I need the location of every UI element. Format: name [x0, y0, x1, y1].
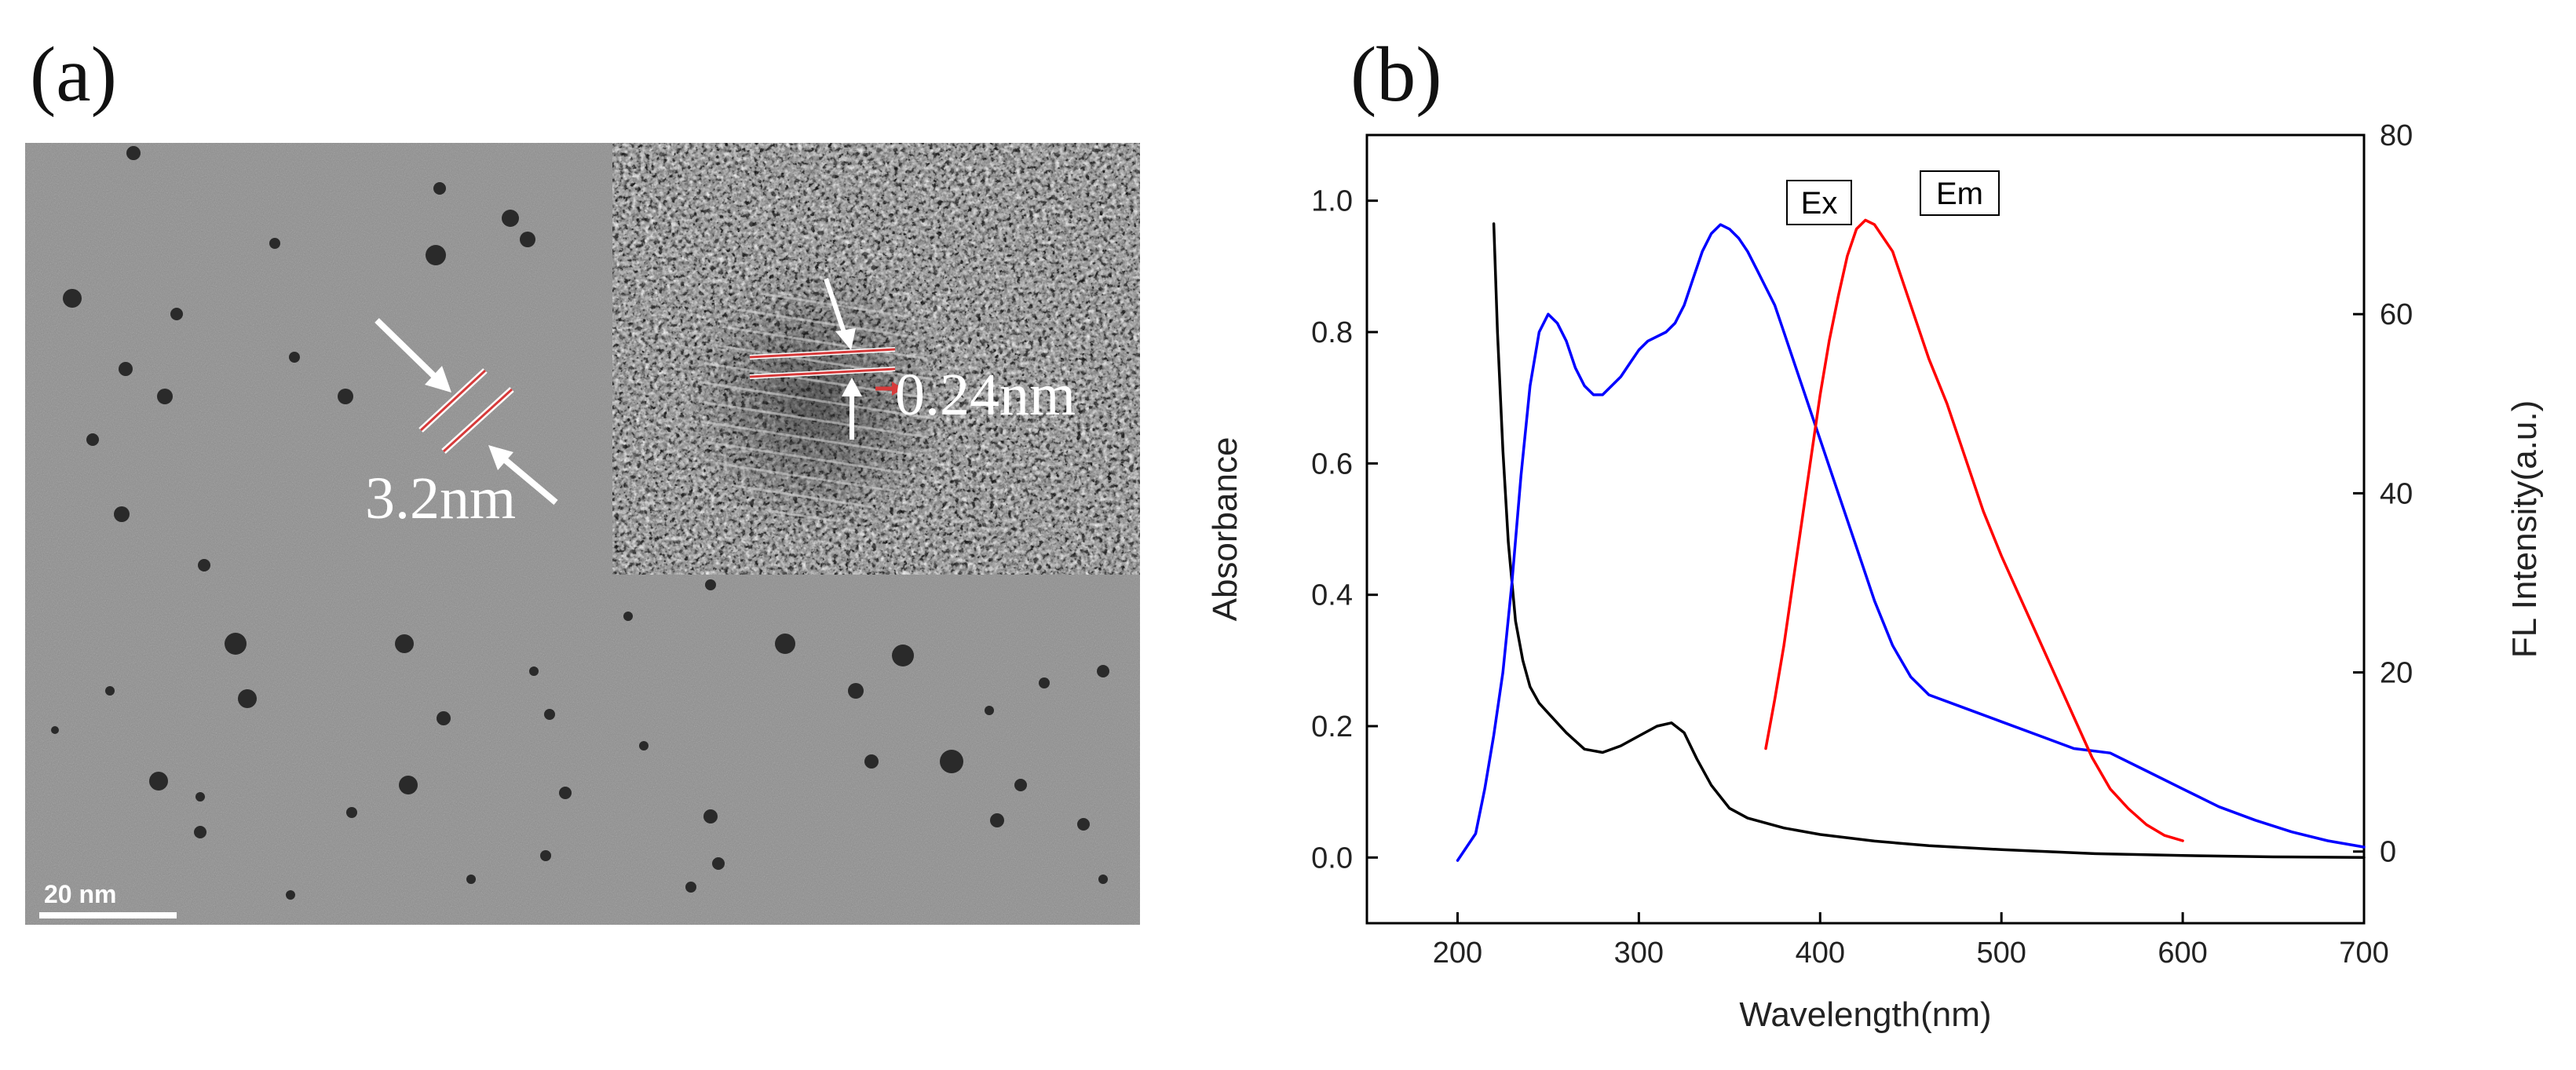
em-annotation-box [1920, 170, 2000, 216]
series-line-em [1764, 218, 2184, 842]
y-axis-title: Absorbance [1206, 437, 1244, 622]
plot-frame [1365, 133, 2366, 925]
scale-bar: 20 nm [39, 880, 177, 918]
lattice-spacing-label: 0.24nm [895, 362, 1076, 428]
x-tick-label: 700 [2339, 937, 2388, 970]
x-tick-label: 500 [1976, 937, 2026, 970]
spectra-chart: (b) 200 300 400 500 600 7000.00.20.40.60.81.0… [1206, 31, 2544, 1034]
y2-tick-label: 0 [2380, 836, 2396, 869]
x-tick-label: 600 [2158, 937, 2207, 970]
y-tick-label: 0.0 [1311, 842, 1353, 875]
lattice-marker [749, 278, 903, 440]
y-tick-label: 0.8 [1311, 316, 1353, 349]
ex-annotation-box [1786, 180, 1852, 225]
y2-axis-title: FL Intensity(a.u.) [2505, 400, 2544, 659]
ex-annotation-text: Ex [1801, 186, 1838, 221]
particle-size-label: 3.2nm [365, 466, 516, 531]
y-tick-label: 0.4 [1311, 579, 1353, 612]
particle-size-marker [375, 318, 558, 506]
ex-annotation: Ex [1786, 180, 1852, 225]
y2-tick-label: 20 [2380, 657, 2413, 690]
x-axis-title: Wavelength(nm) [1739, 995, 1991, 1034]
x-tick-label: 400 [1796, 937, 1845, 970]
x-tick-label: 300 [1614, 937, 1664, 970]
y2-tick-label: 40 [2380, 477, 2413, 510]
y2-tick-label: 80 [2380, 119, 2413, 152]
hrtem-inset: 0.24nm [612, 143, 1140, 575]
panel-a: (a) [25, 31, 1140, 925]
ticks-layer: 200 300 400 500 600 700 0.0 0.2 0.4 0.6 0.8 1.0 0 20 4… [1311, 119, 2413, 970]
y2-tick-label: 60 [2380, 298, 2413, 331]
series-line-absorbance [1492, 222, 2366, 860]
y-tick-label: 0.6 [1311, 447, 1353, 480]
y-tick-label: 1.0 [1311, 185, 1353, 218]
x-tick-label: 200 [1433, 937, 1482, 970]
em-annotation: Em [1920, 170, 2000, 216]
plot-area [1365, 133, 2366, 925]
series-line-ex [1456, 223, 2366, 862]
panel-a-label: (a) [30, 31, 117, 118]
series-layer [1456, 218, 2366, 862]
scale-bar-text: 20 nm [44, 880, 116, 908]
tem-micrograph: 0.24nm 3.2nm 20 nm [25, 143, 1140, 925]
panel-b-label: (b) [1350, 31, 1442, 118]
em-annotation-text: Em [1936, 177, 1983, 211]
nanoparticles [51, 146, 1109, 900]
y-tick-label: 0.2 [1311, 710, 1353, 743]
